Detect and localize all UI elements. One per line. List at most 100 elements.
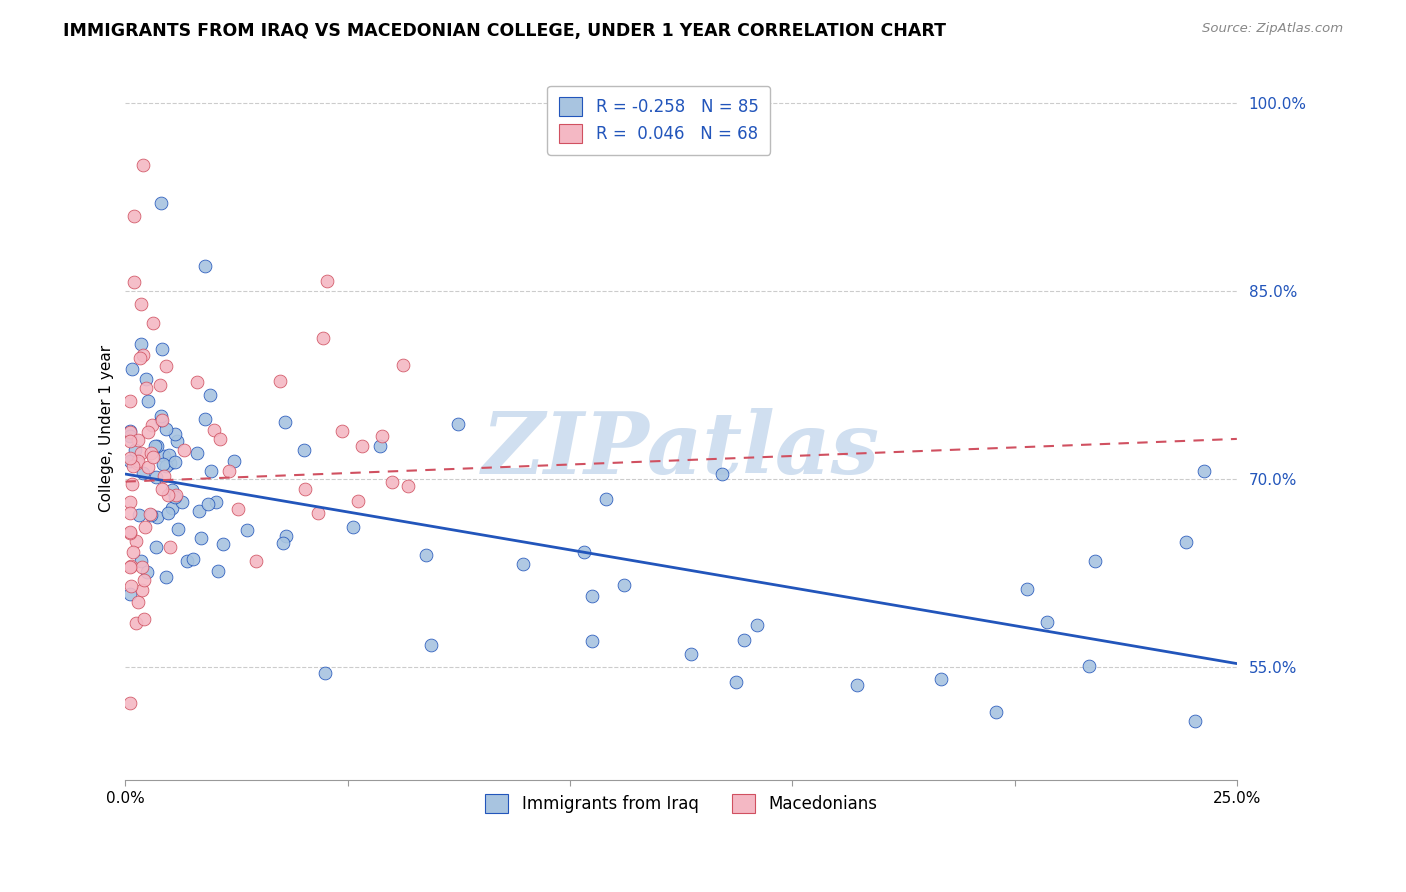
Point (132, 158, 155, 172)
Point (1084, 554, 1107, 568)
Point (131, 559, 153, 574)
Point (122, 545, 145, 559)
Point (167, 522, 190, 536)
Point (122, 458, 145, 473)
Point (125, 456, 148, 470)
Point (190, 531, 212, 545)
Point (118, 506, 141, 520)
Point (420, 639, 443, 653)
Point (118, 587, 141, 601)
Point (124, 442, 146, 457)
Point (745, 618, 768, 632)
Point (142, 316, 165, 330)
Point (236, 524, 259, 538)
Point (188, 504, 211, 518)
Point (146, 510, 169, 524)
Point (165, 488, 187, 502)
Point (368, 438, 391, 452)
Point (581, 589, 603, 603)
Point (181, 552, 204, 566)
Point (155, 458, 177, 473)
Point (155, 359, 177, 374)
Point (128, 508, 150, 523)
Point (156, 506, 179, 520)
Point (120, 425, 142, 439)
Point (1184, 714, 1206, 728)
Point (152, 457, 174, 471)
Point (447, 417, 470, 431)
Point (131, 337, 153, 351)
Point (312, 331, 335, 345)
Point (294, 482, 316, 496)
Point (120, 579, 142, 593)
Point (159, 541, 181, 555)
Point (136, 565, 159, 579)
Point (274, 415, 297, 429)
Point (245, 554, 267, 568)
Point (202, 423, 225, 437)
Point (118, 429, 141, 443)
Point (679, 647, 702, 661)
Point (128, 351, 150, 365)
Point (121, 362, 143, 376)
Point (197, 497, 219, 511)
Point (172, 495, 194, 509)
Point (159, 456, 181, 470)
Point (163, 455, 186, 469)
Point (346, 494, 368, 508)
Point (292, 442, 315, 457)
Point (929, 673, 952, 687)
Point (415, 549, 437, 563)
Point (136, 394, 159, 409)
Point (131, 583, 153, 598)
Point (150, 413, 173, 427)
Point (166, 434, 188, 448)
Point (212, 537, 235, 551)
Point (131, 446, 153, 460)
Point (1015, 582, 1038, 597)
Point (150, 342, 173, 356)
Point (150, 409, 173, 424)
Point (156, 488, 179, 502)
Point (984, 705, 1007, 719)
Point (120, 559, 142, 574)
Point (163, 427, 186, 442)
Point (581, 633, 603, 648)
Point (733, 632, 755, 647)
Text: IMMIGRANTS FROM IRAQ VS MACEDONIAN COLLEGE, UNDER 1 YEAR CORRELATION CHART: IMMIGRANTS FROM IRAQ VS MACEDONIAN COLLE… (63, 22, 946, 40)
Point (150, 196, 173, 211)
Point (198, 388, 221, 402)
Point (129, 296, 152, 310)
Point (572, 545, 595, 559)
Point (134, 520, 156, 534)
Point (396, 479, 419, 493)
Point (274, 529, 297, 543)
Point (118, 524, 141, 539)
Point (118, 451, 141, 466)
Point (129, 554, 152, 568)
Point (273, 536, 295, 550)
Point (160, 483, 183, 497)
Point (139, 508, 162, 522)
Point (392, 358, 415, 372)
Point (135, 371, 157, 385)
Point (139, 507, 162, 521)
Text: Source: ZipAtlas.com: Source: ZipAtlas.com (1202, 22, 1343, 36)
Point (315, 274, 337, 288)
Point (163, 490, 186, 504)
Point (204, 495, 226, 509)
Point (595, 492, 617, 507)
Point (132, 466, 155, 480)
Point (118, 494, 141, 508)
Point (710, 467, 733, 482)
Point (145, 469, 167, 483)
Point (153, 449, 176, 463)
Point (141, 417, 163, 432)
Point (512, 557, 534, 571)
Point (155, 422, 177, 436)
Point (200, 464, 222, 478)
Point (125, 534, 148, 549)
Point (118, 425, 141, 439)
Point (269, 375, 291, 389)
Point (145, 439, 167, 453)
